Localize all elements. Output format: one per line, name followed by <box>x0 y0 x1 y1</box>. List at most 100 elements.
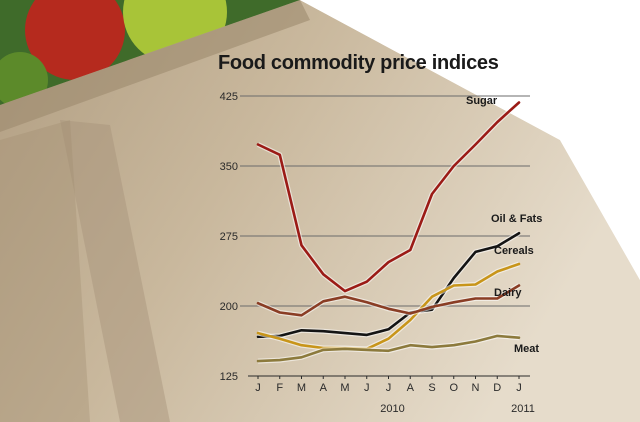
data-point-cereals <box>279 338 281 340</box>
data-point-oil-fats <box>453 277 455 279</box>
data-point-sugar <box>387 261 390 263</box>
data-point-meat <box>518 337 520 339</box>
data-point-cereals <box>257 332 259 334</box>
data-point-sugar <box>518 101 520 104</box>
data-point-oil-fats <box>387 328 390 330</box>
series-label-sugar: Sugar <box>466 95 498 107</box>
data-point-dairy <box>431 306 433 308</box>
x-tick-label: M <box>340 382 349 394</box>
data-point-cereals <box>474 283 477 286</box>
data-point-cereals <box>496 270 498 273</box>
data-point-meat <box>366 349 368 351</box>
y-tick-label: 275 <box>220 231 238 243</box>
data-point-dairy <box>366 301 368 303</box>
x-tick-label: D <box>493 382 501 394</box>
data-point-meat <box>431 346 433 348</box>
chart-title: Food commodity price indices <box>218 52 499 74</box>
data-point-sugar <box>431 193 433 195</box>
series-halo-dairy <box>257 283 521 318</box>
data-point-cereals <box>300 344 303 346</box>
bag-rim <box>0 0 310 132</box>
data-point-meat <box>279 359 281 361</box>
y-tick-label: 425 <box>220 91 238 103</box>
x-tick-label: A <box>320 382 328 394</box>
data-point-oil-fats <box>496 245 498 247</box>
data-point-dairy <box>344 296 346 298</box>
data-point-oil-fats <box>300 329 303 331</box>
bag-side <box>0 120 90 422</box>
series-label-dairy: Dairy <box>494 287 522 299</box>
x-tick-label: A <box>407 382 415 394</box>
x-tick-label: M <box>297 382 306 394</box>
x-tick-label: S <box>428 382 435 394</box>
data-point-cereals <box>453 284 455 287</box>
year-label: 2010 <box>380 403 404 415</box>
series-label-cereals: Cereals <box>494 245 534 257</box>
data-point-oil-fats <box>257 336 259 338</box>
data-point-meat <box>496 335 498 337</box>
tomato-icon <box>25 0 125 80</box>
series-label-meat: Meat <box>514 343 539 355</box>
x-tick-label: J <box>516 382 522 394</box>
data-point-meat <box>322 349 324 351</box>
y-axis-ticks: 125 200 275 350 425 <box>220 91 238 383</box>
year-label: 2011 <box>511 403 535 415</box>
data-point-sugar <box>453 165 455 167</box>
data-point-sugar <box>496 121 498 123</box>
x-tick-label: N <box>472 382 480 394</box>
data-point-cereals <box>431 296 433 298</box>
data-point-dairy <box>409 312 411 315</box>
data-point-dairy <box>453 301 455 303</box>
data-point-oil-fats <box>474 251 477 253</box>
bag-fold <box>60 120 170 422</box>
data-point-sugar <box>257 143 259 146</box>
x-tick-label: J <box>364 382 370 394</box>
data-point-dairy <box>474 297 477 300</box>
x-tick-label: J <box>255 382 261 394</box>
data-point-meat <box>453 344 455 346</box>
data-point-meat <box>409 344 411 346</box>
data-point-sugar <box>279 154 281 156</box>
data-point-sugar <box>366 281 368 283</box>
data-point-dairy <box>496 297 498 300</box>
data-point-cereals <box>518 263 520 265</box>
data-point-oil-fats <box>518 232 520 234</box>
data-point-meat <box>387 350 390 352</box>
data-point-sugar <box>344 290 346 292</box>
data-point-dairy <box>257 302 259 304</box>
data-point-sugar <box>409 249 411 251</box>
series-line-sugar <box>256 101 521 293</box>
data-point-sugar <box>322 273 324 275</box>
data-point-dairy <box>279 311 281 314</box>
y-tick-label: 200 <box>220 301 238 313</box>
data-point-cereals <box>387 338 390 340</box>
series-labels: Sugar Oil & Fats Cereals Dairy Meat <box>466 95 542 355</box>
y-tick-label: 350 <box>220 161 238 173</box>
x-tick-label: F <box>276 382 283 394</box>
data-point-dairy <box>387 308 390 310</box>
y-tick-label: 125 <box>220 371 238 383</box>
data-point-sugar <box>474 143 477 146</box>
data-point-oil-fats <box>366 334 368 336</box>
x-tick-label: O <box>449 382 458 394</box>
x-tick-label: J <box>386 382 392 394</box>
data-point-meat <box>474 340 477 343</box>
data-point-meat <box>300 356 303 358</box>
data-point-oil-fats <box>322 330 324 332</box>
data-point-sugar <box>300 244 303 246</box>
data-point-dairy <box>518 284 520 287</box>
data-point-meat <box>257 360 259 362</box>
series-halo-oil-fats <box>257 231 521 340</box>
data-point-meat <box>344 348 346 350</box>
data-point-cereals <box>409 319 411 321</box>
data-point-oil-fats <box>344 332 346 334</box>
data-point-dairy <box>300 314 303 316</box>
series-lines <box>256 100 521 364</box>
series-label-oil-fats: Oil & Fats <box>491 213 542 225</box>
background <box>300 0 640 280</box>
data-point-dairy <box>322 300 324 302</box>
